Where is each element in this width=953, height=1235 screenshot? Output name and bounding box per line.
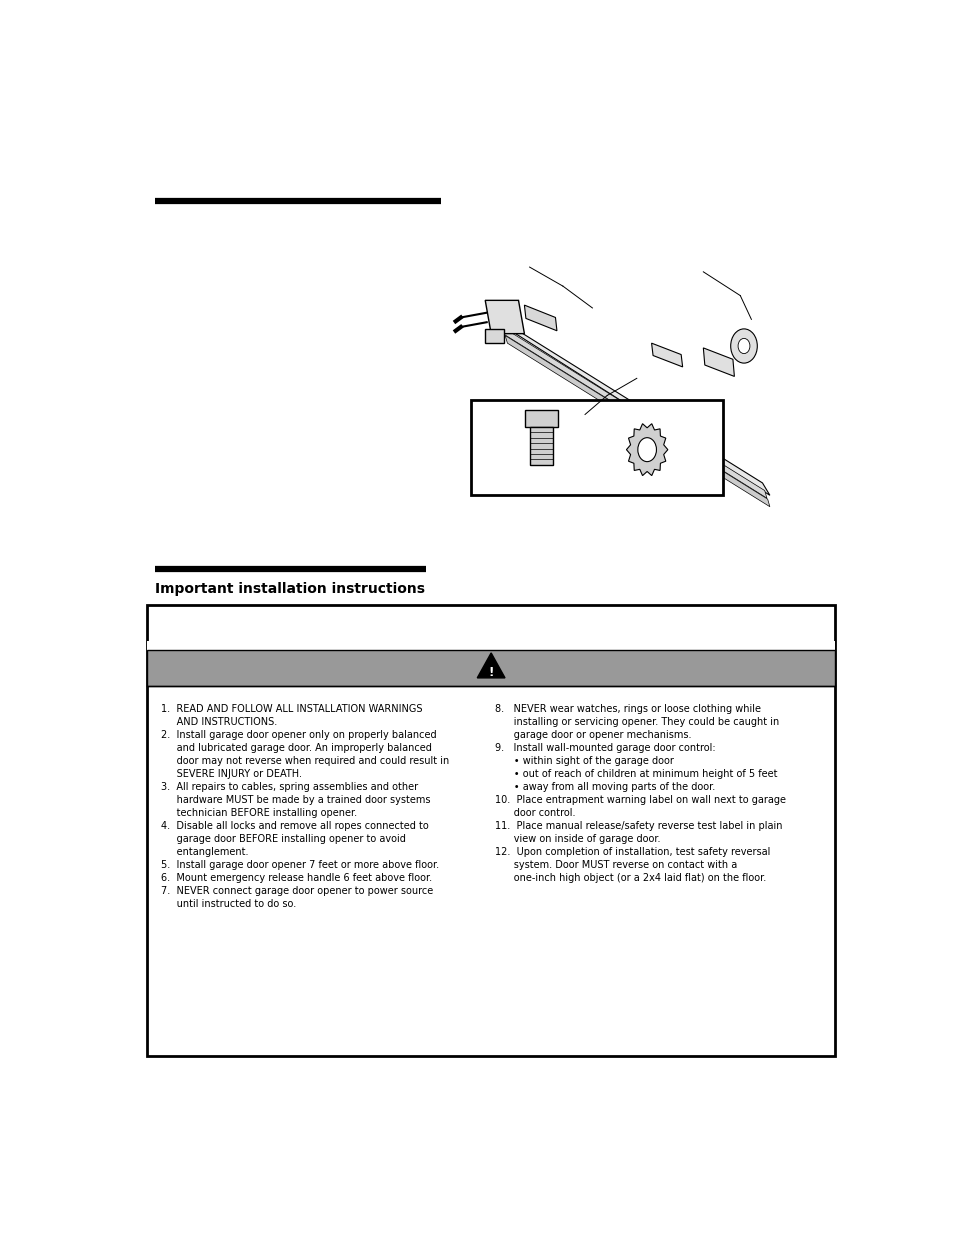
Polygon shape: [505, 336, 769, 506]
Polygon shape: [499, 320, 769, 495]
Circle shape: [738, 338, 749, 353]
Polygon shape: [476, 653, 504, 678]
Bar: [147, 641, 834, 687]
Bar: [524, 410, 558, 427]
Text: 8.   NEVER wear watches, rings or loose clothing while
      installing or servi: 8. NEVER wear watches, rings or loose cl…: [494, 704, 784, 883]
Text: 1.  READ AND FOLLOW ALL INSTALLATION WARNINGS
     AND INSTRUCTIONS.
2.  Install: 1. READ AND FOLLOW ALL INSTALLATION WARN…: [160, 704, 449, 909]
Polygon shape: [651, 343, 682, 367]
Polygon shape: [485, 329, 503, 343]
Circle shape: [638, 437, 656, 462]
Bar: [471, 400, 721, 495]
Text: Important installation instructions: Important installation instructions: [154, 582, 424, 595]
Polygon shape: [626, 424, 667, 475]
Polygon shape: [524, 305, 557, 331]
Bar: [147, 605, 834, 1056]
Polygon shape: [702, 348, 734, 377]
Bar: [147, 651, 834, 687]
Circle shape: [730, 329, 757, 363]
Text: !: !: [488, 666, 494, 679]
Polygon shape: [501, 327, 766, 498]
Polygon shape: [485, 300, 524, 333]
Bar: [530, 427, 552, 464]
